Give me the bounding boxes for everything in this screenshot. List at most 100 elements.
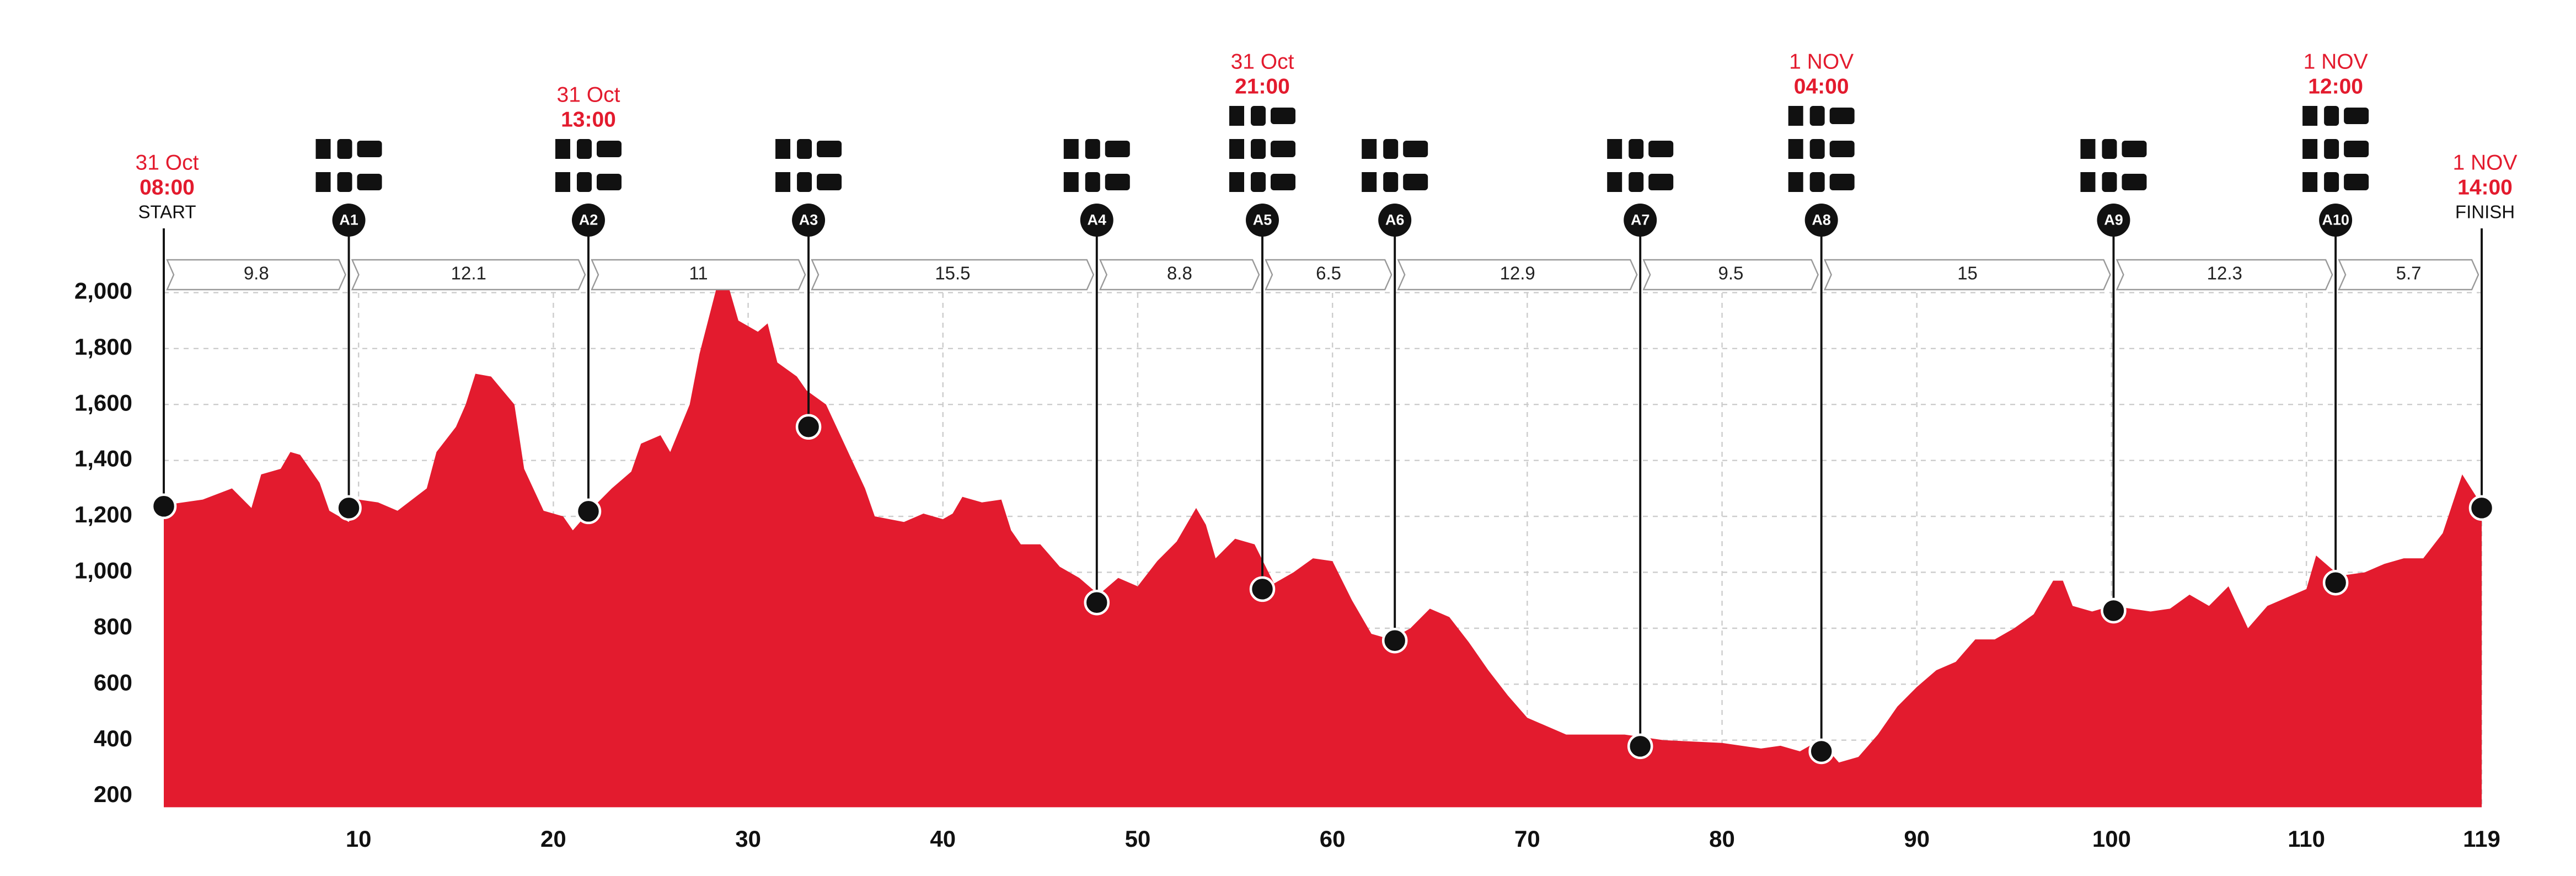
icon [1085,172,1100,193]
segment-distance: 15 [1957,263,1978,284]
x-tick-label: 70 [1514,826,1540,852]
station-label: A6 [1385,212,1405,228]
segment-distance: 9.5 [1718,263,1744,284]
icon [337,172,352,193]
icon [1105,141,1130,158]
icon [1271,174,1296,191]
station-label: A5 [1253,212,1272,228]
station-dot [1808,738,1834,765]
icon [337,139,352,159]
segment-box [1642,259,1819,291]
icon [1809,172,1825,193]
segment-distance: 9.8 [244,263,269,284]
icon [775,172,791,193]
station-dot [575,498,602,525]
station-time: 08:00 [140,175,195,199]
icon [1648,174,1674,191]
icon [775,139,791,159]
station-label: FINISH [2455,202,2515,222]
station-time: 13:00 [561,108,616,131]
icon [576,139,592,159]
station-label: A9 [2104,212,2123,228]
station-date: 1 NOV [2452,151,2517,174]
icon [2122,174,2147,191]
segment-distance: 12.9 [1500,263,1535,284]
icon [1829,108,1855,125]
icon [1105,174,1130,191]
icon [1229,106,1245,126]
icon [1362,139,1377,159]
icon [1251,172,1266,193]
icon [1271,141,1296,158]
station-badge [1080,204,1113,237]
station-time: 21:00 [1235,74,1290,98]
station-dot [2322,569,2349,596]
icon [1607,139,1622,159]
icon [1788,172,1803,193]
station-dot [336,495,362,521]
station-time: 04:00 [1794,74,1849,98]
x-tick-label: 10 [346,826,372,852]
y-tick-label: 1,400 [74,446,132,472]
station-badge [332,204,366,237]
icon [797,172,812,193]
y-tick-label: 600 [94,669,132,695]
station-badge [1804,204,1838,237]
icon [1085,139,1100,159]
station-dot [1381,627,1408,654]
station-badge [1378,204,1412,237]
segment-distance: 6.5 [1316,263,1341,284]
station-label: A2 [579,212,598,228]
segment-box [1265,259,1393,291]
station-label: A4 [1088,212,1107,228]
segment-distance: 12.1 [451,263,486,284]
station-date: 1 NOV [2304,50,2368,73]
x-tick-label: 50 [1125,826,1151,852]
station-label: START [138,202,196,222]
x-tick-label: 90 [1904,826,1930,852]
icon [2302,106,2318,126]
station-dot [1084,589,1110,616]
y-tick-label: 200 [94,781,132,807]
icon [1063,139,1079,159]
icon [1383,139,1399,159]
icon [2080,139,2096,159]
station-badge [1246,204,1279,237]
icon [1629,139,1644,159]
x-tick-label: 100 [2092,826,2131,852]
station-date: 31 Oct [136,151,199,174]
station-date: 1 NOV [1789,50,1854,73]
icon [2344,174,2369,191]
segment-box [166,259,346,291]
segment-distance: 15.5 [935,263,970,284]
station-label: A1 [339,212,358,228]
icon [2324,106,2339,126]
icon [2302,172,2318,193]
icon [1229,172,1245,193]
icon [576,172,592,193]
icon [315,172,331,193]
station-label: A10 [2322,212,2349,228]
icon [2102,172,2117,193]
icon [2080,172,2096,193]
icon [2324,172,2339,193]
segment-box [2338,259,2479,291]
segment-box [351,259,586,291]
icon [1383,172,1399,193]
icon [2324,139,2339,159]
icon [1829,174,1855,191]
elevation-area [164,279,2482,808]
x-tick-label: 119 [2463,826,2500,852]
icon [596,141,622,158]
station-dot [2468,495,2495,521]
y-tick-label: 2,000 [74,278,132,304]
x-tick-label: 110 [2288,826,2325,852]
station-badge [2097,204,2130,237]
icon [555,172,570,193]
icon [1251,139,1266,159]
x-tick-label: 60 [1320,826,1346,852]
icon [2302,139,2318,159]
icon [1809,139,1825,159]
station-dot [151,493,177,520]
